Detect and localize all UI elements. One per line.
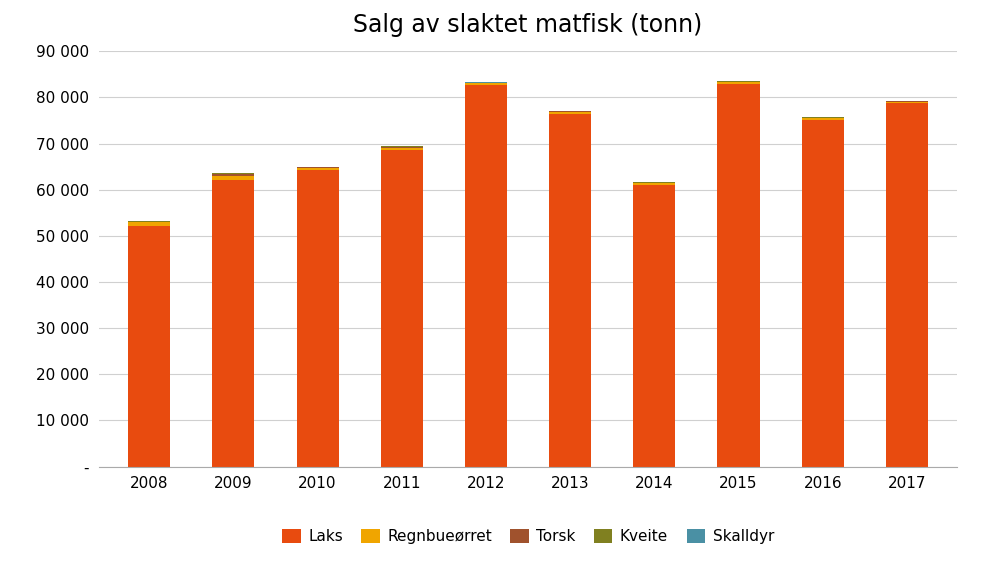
Bar: [296, 168, 338, 170]
Bar: [296, 167, 338, 168]
Title: Salg av slaktet matfisk (tonn): Salg av slaktet matfisk (tonn): [353, 13, 702, 37]
Bar: [381, 150, 422, 467]
Bar: [548, 114, 591, 467]
Bar: [212, 176, 254, 179]
Bar: [464, 83, 507, 85]
Bar: [381, 148, 422, 150]
Bar: [381, 146, 422, 147]
Bar: [128, 221, 171, 222]
Bar: [885, 102, 927, 104]
Bar: [212, 175, 254, 176]
Bar: [548, 111, 591, 112]
Bar: [548, 112, 591, 114]
Bar: [212, 173, 254, 175]
Bar: [296, 170, 338, 467]
Bar: [381, 147, 422, 148]
Bar: [633, 183, 674, 185]
Bar: [801, 118, 843, 119]
Bar: [717, 84, 759, 467]
Bar: [717, 82, 759, 84]
Legend: Laks, Regnbueørret, Torsk, Kveite, Skalldyr: Laks, Regnbueørret, Torsk, Kveite, Skall…: [276, 523, 779, 550]
Bar: [128, 226, 171, 467]
Bar: [464, 85, 507, 467]
Bar: [212, 179, 254, 467]
Bar: [801, 119, 843, 467]
Bar: [633, 185, 674, 467]
Bar: [885, 104, 927, 467]
Bar: [128, 222, 171, 226]
